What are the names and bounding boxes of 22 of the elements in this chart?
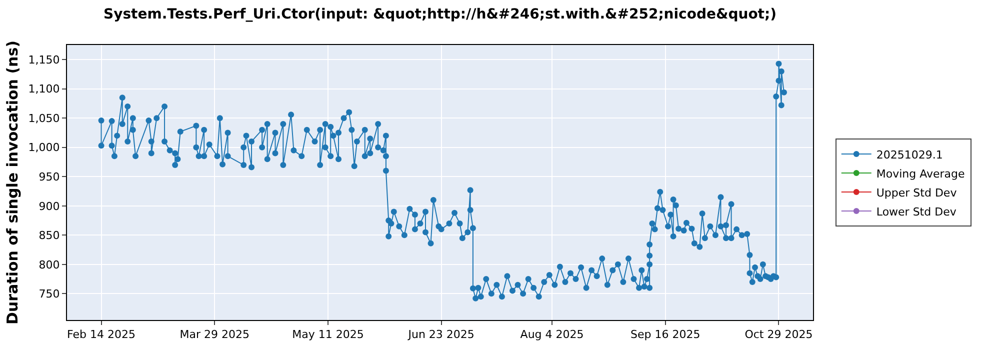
y-tick-label: 1,000: [28, 141, 60, 154]
legend-label: 20251029.1: [876, 148, 943, 162]
y-tick-label: 850: [38, 229, 60, 242]
x-tick-label: Sep 16 2025: [630, 328, 700, 342]
y-tick-label: 1,100: [28, 82, 60, 96]
x-tick-label: Mar 29 2025: [180, 328, 250, 342]
chart-title: System.Tests.Perf_Uri.Ctor(input: &quot;http://h&#246;st.with.&#252;nicode&quot;): [104, 6, 776, 23]
x-tick-label: Feb 14 2025: [67, 328, 136, 342]
y-tick-label: 1,050: [28, 112, 60, 125]
x-tick-label: Oct 29 2025: [744, 328, 813, 342]
x-tick-label: May 11 2025: [292, 328, 364, 342]
y-tick-label: 1,150: [28, 53, 60, 66]
y-tick-label: 750: [38, 288, 60, 301]
y-tick-label: 950: [38, 170, 60, 184]
y-axis-title: Duration of single invocation (ns): [4, 40, 22, 324]
x-tick-label: Aug 4 2025: [520, 328, 584, 342]
y-tick-label: 900: [38, 200, 60, 213]
x-tick-label: Jun 23 2025: [407, 328, 474, 342]
legend-label: Upper Std Dev: [876, 186, 958, 200]
legend-label: Moving Average: [876, 167, 966, 180]
legend-label: Lower Std Dev: [876, 205, 957, 218]
y-tick-label: 800: [38, 258, 60, 272]
